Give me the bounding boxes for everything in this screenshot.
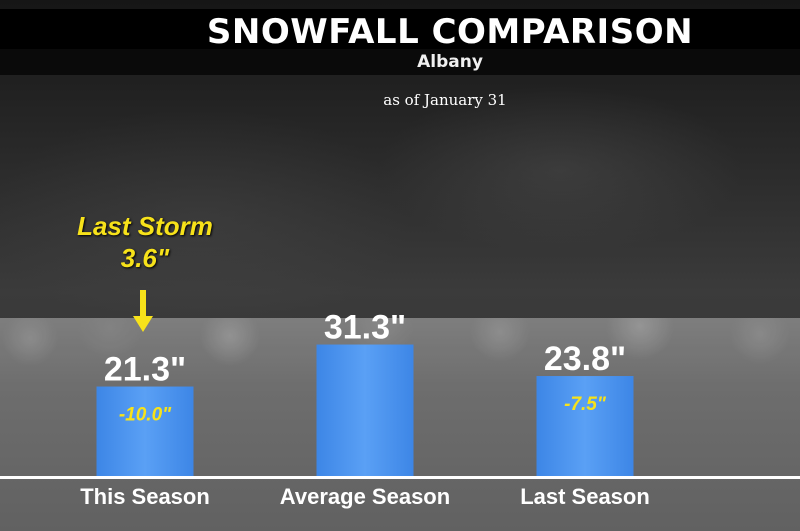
- chart-title: SNOWFALL COMPARISON: [206, 12, 694, 52]
- bar: [536, 376, 634, 476]
- annotation-line-1: Last Storm: [77, 211, 213, 241]
- category-label: Last Season: [520, 484, 650, 509]
- baseline: [0, 476, 800, 479]
- arrow-down-icon: [133, 290, 153, 332]
- category-label: This Season: [80, 484, 210, 509]
- chart-subtitle: Albany: [417, 52, 483, 72]
- subtitle-band: [0, 49, 800, 75]
- last-storm-annotation: Last Storm 3.6": [60, 210, 230, 274]
- annotation-line-2: 3.6": [120, 243, 170, 273]
- bar-value-label: 31.3": [324, 309, 406, 347]
- bar-difference-label: -7.5": [564, 394, 607, 415]
- bar-difference-label: -10.0": [119, 405, 172, 426]
- bar: [96, 386, 194, 476]
- date-note: as of January 31: [383, 91, 507, 109]
- bar: [316, 344, 414, 476]
- title-band: [0, 9, 800, 49]
- bar-value-label: 21.3": [104, 351, 186, 389]
- bar-value-label: 23.8": [544, 340, 626, 378]
- category-label: Average Season: [280, 484, 450, 509]
